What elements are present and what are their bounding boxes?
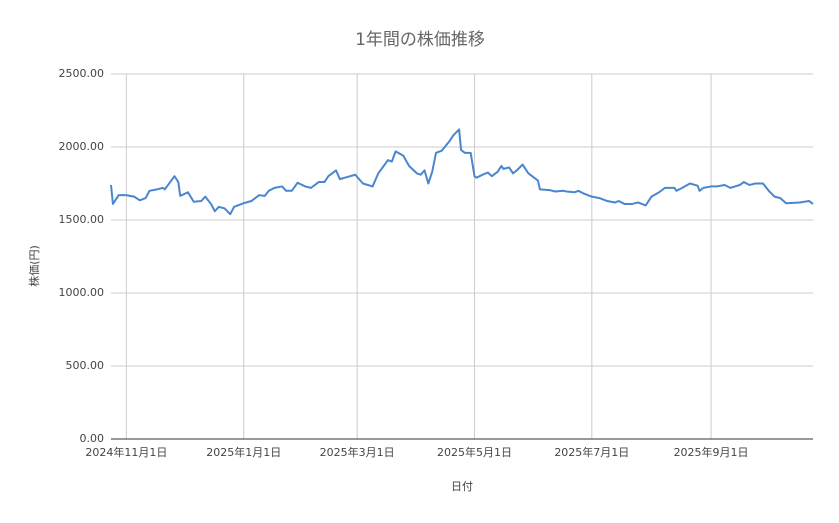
y-tick-label: 1000.00 bbox=[59, 286, 105, 299]
x-tick-label: 2025年5月1日 bbox=[437, 445, 512, 459]
y-tick-label: 0.00 bbox=[80, 432, 105, 445]
y-axis-label: 株価(円) bbox=[27, 245, 41, 287]
x-tick-label: 2025年9月1日 bbox=[674, 445, 749, 459]
x-tick-label: 2024年11月1日 bbox=[85, 445, 167, 459]
data-line bbox=[110, 128, 814, 216]
chart-title: 1年間の株価推移 bbox=[355, 30, 485, 50]
y-tick-label: 2500.00 bbox=[59, 67, 105, 80]
x-axis-label: 日付 bbox=[451, 480, 473, 493]
x-tick-label: 2025年3月1日 bbox=[320, 445, 395, 459]
x-tick-label: 2025年1月1日 bbox=[206, 445, 281, 459]
x-tick-label: 2025年7月1日 bbox=[554, 445, 629, 459]
y-tick-label: 2000.00 bbox=[59, 140, 105, 153]
y-tick-label: 1500.00 bbox=[59, 213, 105, 226]
y-tick-label: 500.00 bbox=[66, 359, 105, 372]
